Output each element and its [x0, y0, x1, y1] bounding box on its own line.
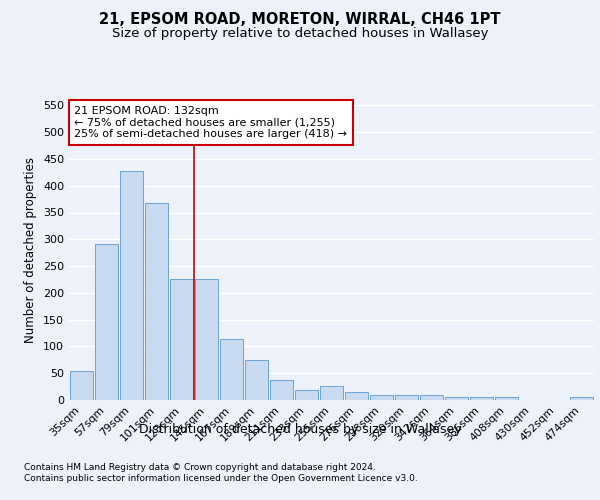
- Bar: [195, 280, 218, 400]
- Bar: [420, 394, 443, 400]
- Bar: [445, 398, 468, 400]
- Bar: [145, 204, 168, 400]
- Y-axis label: Number of detached properties: Number of detached properties: [25, 157, 37, 343]
- Text: Contains HM Land Registry data © Crown copyright and database right 2024.: Contains HM Land Registry data © Crown c…: [24, 462, 376, 471]
- Bar: [220, 340, 243, 400]
- Bar: [245, 360, 268, 400]
- Bar: [70, 370, 93, 400]
- Bar: [345, 392, 368, 400]
- Bar: [495, 398, 518, 400]
- Bar: [295, 390, 318, 400]
- Bar: [120, 170, 143, 400]
- Text: 21 EPSOM ROAD: 132sqm
← 75% of detached houses are smaller (1,255)
25% of semi-d: 21 EPSOM ROAD: 132sqm ← 75% of detached …: [74, 106, 347, 139]
- Text: Distribution of detached houses by size in Wallasey: Distribution of detached houses by size …: [139, 422, 461, 436]
- Bar: [570, 398, 593, 400]
- Bar: [370, 394, 393, 400]
- Bar: [270, 380, 293, 400]
- Text: 21, EPSOM ROAD, MORETON, WIRRAL, CH46 1PT: 21, EPSOM ROAD, MORETON, WIRRAL, CH46 1P…: [99, 12, 501, 28]
- Text: Contains public sector information licensed under the Open Government Licence v3: Contains public sector information licen…: [24, 474, 418, 483]
- Bar: [470, 398, 493, 400]
- Bar: [95, 244, 118, 400]
- Bar: [320, 386, 343, 400]
- Bar: [170, 280, 193, 400]
- Bar: [395, 394, 418, 400]
- Text: Size of property relative to detached houses in Wallasey: Size of property relative to detached ho…: [112, 28, 488, 40]
